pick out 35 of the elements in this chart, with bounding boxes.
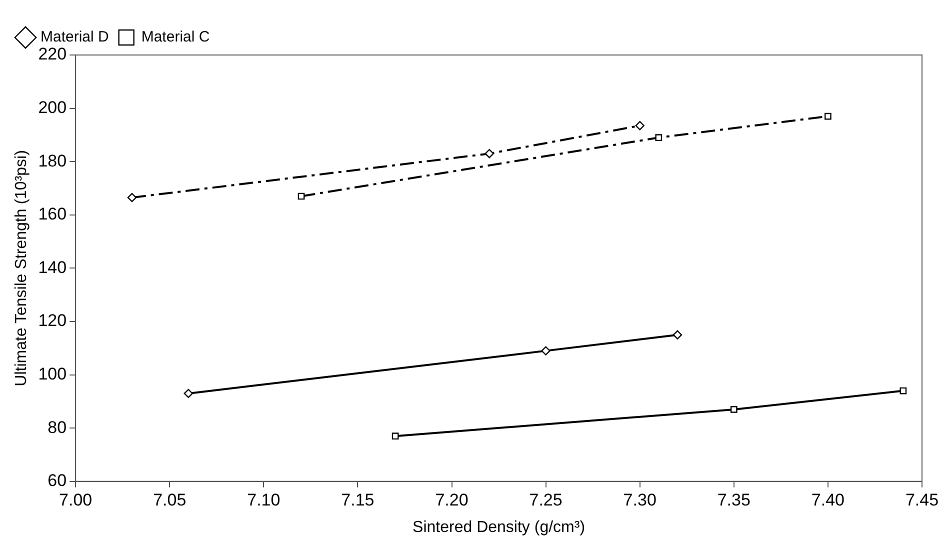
legend-label: Material D bbox=[40, 28, 110, 46]
point bbox=[298, 192, 305, 200]
x-tick-label: 7.15 bbox=[341, 490, 374, 510]
point bbox=[824, 112, 832, 120]
y-tick-label: 220 bbox=[38, 44, 67, 64]
x-tick-label: 7.45 bbox=[905, 490, 939, 510]
x-tick-label: 7.05 bbox=[153, 490, 186, 510]
x-tick-label: 7.20 bbox=[435, 490, 468, 510]
point bbox=[730, 406, 738, 413]
x-tick-label: 7.35 bbox=[717, 490, 750, 510]
x-tick-label: 7.40 bbox=[811, 490, 844, 510]
y-tick-label: 100 bbox=[38, 364, 67, 384]
point bbox=[184, 388, 194, 398]
y-tick-label: 180 bbox=[38, 151, 67, 170]
y-tick-label: 140 bbox=[38, 258, 67, 277]
x-tick-label: 7.25 bbox=[529, 490, 562, 510]
y-tick-label: 80 bbox=[48, 418, 67, 437]
point bbox=[900, 387, 907, 394]
y-tick-label: 200 bbox=[38, 98, 67, 117]
y-axis-title: Ultimate Tensile Strength (10³psi) bbox=[13, 150, 30, 386]
y-tick-label: 120 bbox=[38, 311, 67, 330]
x-tick-label: 7.10 bbox=[247, 490, 280, 510]
y-tick-label: 60 bbox=[48, 471, 67, 490]
x-axis-title: Sintered Density (g/cm³) bbox=[412, 518, 586, 536]
x-tick-label: 7.30 bbox=[623, 490, 656, 510]
point bbox=[655, 134, 662, 142]
point bbox=[392, 432, 399, 440]
legend-label: Material C bbox=[141, 28, 210, 46]
point bbox=[672, 330, 682, 340]
point bbox=[484, 149, 494, 158]
point bbox=[541, 346, 550, 356]
point bbox=[127, 192, 137, 202]
x-tick-label: 7.00 bbox=[59, 490, 92, 510]
y-tick-label: 160 bbox=[38, 204, 67, 224]
point bbox=[635, 121, 644, 130]
